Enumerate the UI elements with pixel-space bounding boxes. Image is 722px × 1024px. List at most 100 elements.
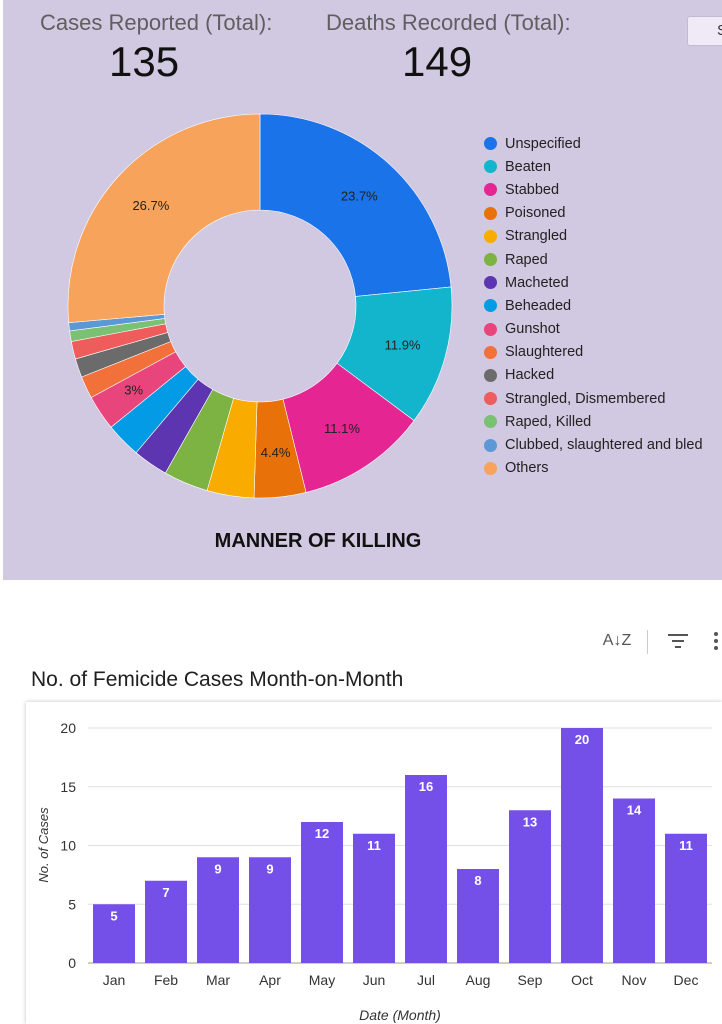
bar-value-label: 13 xyxy=(523,814,537,829)
legend-item-stabbed[interactable]: Stabbed xyxy=(484,178,703,201)
legend-label: Beaten xyxy=(505,158,551,175)
bar-value-label: 16 xyxy=(419,779,433,794)
legend-swatch xyxy=(484,368,497,382)
y-tick-label: 0 xyxy=(68,955,76,971)
pie-chart-title: MANNER OF KILLING xyxy=(214,530,422,552)
filter-icon[interactable] xyxy=(664,626,692,656)
bar-may[interactable] xyxy=(301,822,343,963)
x-tick-label: Jul xyxy=(417,972,435,988)
slice-label-stabbed: 11.1% xyxy=(324,421,360,436)
legend-item-raped[interactable]: Raped xyxy=(484,248,703,271)
legend-label: Stabbed xyxy=(505,181,560,198)
bar-dec[interactable] xyxy=(665,833,707,963)
bar-chart-title: No. of Femicide Cases Month-on-Month xyxy=(31,668,404,691)
bar-jan[interactable] xyxy=(93,904,135,963)
slice-label-others: 26.7% xyxy=(132,198,169,213)
y-tick-label: 15 xyxy=(60,779,76,795)
legend-item-slaughtered[interactable]: Slaughtered xyxy=(484,341,703,364)
legend-swatch xyxy=(484,392,497,406)
slice-others[interactable] xyxy=(67,113,261,323)
legend-swatch xyxy=(484,299,497,313)
bar-value-label: 7 xyxy=(162,885,169,900)
legend-label: Hacked xyxy=(505,367,555,384)
bar-chart-card: 0 5 10 15 20 5 Jan 7 Feb 9 Mar 9 Apr 12 May 11 Jun 16 Jul 8… xyxy=(26,702,722,1024)
legend-item-poisoned[interactable]: Poisoned xyxy=(484,202,703,225)
legend-item-beheaded[interactable]: Beheaded xyxy=(484,294,703,317)
x-tick-label: Jan xyxy=(103,972,126,988)
bar-mar[interactable] xyxy=(197,857,239,963)
x-tick-label: May xyxy=(309,972,335,988)
x-axis-label: Date (Month) xyxy=(359,1007,441,1023)
bar-sep[interactable] xyxy=(509,810,551,963)
legend-swatch xyxy=(484,461,497,475)
legend-swatch xyxy=(484,276,497,290)
pie-legend: Unspecified Beaten Stabbed Poisoned Strangle… xyxy=(484,132,703,480)
legend-item-macheted[interactable]: Macheted xyxy=(484,271,703,294)
bar-nov[interactable] xyxy=(613,798,655,964)
x-tick-label: Sep xyxy=(518,972,543,988)
legend-item-others[interactable]: Others xyxy=(484,457,703,480)
bar-value-label: 9 xyxy=(214,861,221,876)
deaths-recorded-label: Deaths Recorded (Total): xyxy=(326,10,571,35)
sort-az-icon[interactable]: A↓Z xyxy=(602,632,632,649)
monthly-cases-bar-chart: 0 5 10 15 20 5 Jan 7 Feb 9 Mar 9 Apr 12 May 11 Jun 16 Jul 8… xyxy=(36,720,712,1023)
legend-swatch xyxy=(484,206,497,220)
slice-label-poisoned: 4.4% xyxy=(261,445,291,460)
bar-jul[interactable] xyxy=(405,775,447,963)
legend-label: Raped, Killed xyxy=(505,413,592,430)
x-tick-label: Dec xyxy=(674,972,699,988)
legend-label: Beheaded xyxy=(505,297,572,314)
legend-item-unspecified[interactable]: Unspecified xyxy=(484,132,703,155)
legend-swatch xyxy=(484,183,497,197)
bar-value-label: 11 xyxy=(367,838,381,853)
legend-item-hacked[interactable]: Hacked xyxy=(484,364,703,387)
bar-oct[interactable] xyxy=(561,728,603,963)
legend-item-gunshot[interactable]: Gunshot xyxy=(484,318,703,341)
manner-of-killing-donut-chart: 23.7% 11.9% 11.1% 4.4% 3% 26.7% xyxy=(67,113,453,499)
bar-apr[interactable] xyxy=(249,857,291,963)
bar-value-label: 14 xyxy=(627,803,642,818)
legend-label: Poisoned xyxy=(505,205,566,222)
x-tick-label: Oct xyxy=(571,972,593,988)
x-tick-label: Aug xyxy=(466,972,491,988)
bar-feb[interactable] xyxy=(145,880,187,963)
bar-aug[interactable] xyxy=(457,869,499,963)
legend-label: Unspecified xyxy=(505,135,581,152)
bar-jun[interactable] xyxy=(353,833,395,963)
legend-swatch xyxy=(484,415,497,429)
legend-label: Others xyxy=(505,460,549,477)
y-axis-label: No. of Cases xyxy=(36,807,51,883)
legend-item-clubbed-slaughtered-and-bled[interactable]: Clubbed, slaughtered and bled xyxy=(484,433,703,456)
legend-label: Slaughtered xyxy=(505,344,584,361)
legend-swatch xyxy=(484,137,497,151)
y-tick-label: 10 xyxy=(60,838,76,854)
slice-unspecified[interactable] xyxy=(259,113,452,297)
legend-item-strangled-dismembered[interactable]: Strangled, Dismembered xyxy=(484,387,703,410)
legend-label: Strangled, Dismembered xyxy=(505,390,666,407)
bar-value-label: 8 xyxy=(474,873,481,888)
bar-value-label: 5 xyxy=(110,908,117,923)
legend-label: Clubbed, slaughtered and bled xyxy=(505,437,703,454)
y-tick-label: 5 xyxy=(68,896,76,912)
slice-label-beaten: 11.9% xyxy=(385,337,421,352)
legend-label: Raped xyxy=(505,251,548,268)
legend-label: Gunshot xyxy=(505,321,560,338)
corner-button[interactable]: S xyxy=(687,16,722,46)
bar-value-label: 9 xyxy=(266,861,273,876)
more-vert-icon[interactable] xyxy=(706,626,722,656)
legend-swatch xyxy=(484,253,497,267)
legend-swatch xyxy=(484,229,497,243)
y-tick-label: 20 xyxy=(60,720,76,736)
legend-item-beaten[interactable]: Beaten xyxy=(484,155,703,178)
legend-swatch xyxy=(484,438,497,452)
legend-swatch xyxy=(484,322,497,336)
x-tick-label: Feb xyxy=(154,972,178,988)
slice-label-unspecified: 23.7% xyxy=(341,188,378,203)
bar-value-label: 11 xyxy=(679,838,693,853)
x-tick-label: Nov xyxy=(622,972,647,988)
cases-reported-value: 135 xyxy=(109,38,180,85)
legend-item-strangled[interactable]: Strangled xyxy=(484,225,703,248)
bar-value-label: 20 xyxy=(575,732,589,747)
deaths-recorded-value: 149 xyxy=(402,38,473,85)
legend-item-raped-killed[interactable]: Raped, Killed xyxy=(484,410,703,433)
